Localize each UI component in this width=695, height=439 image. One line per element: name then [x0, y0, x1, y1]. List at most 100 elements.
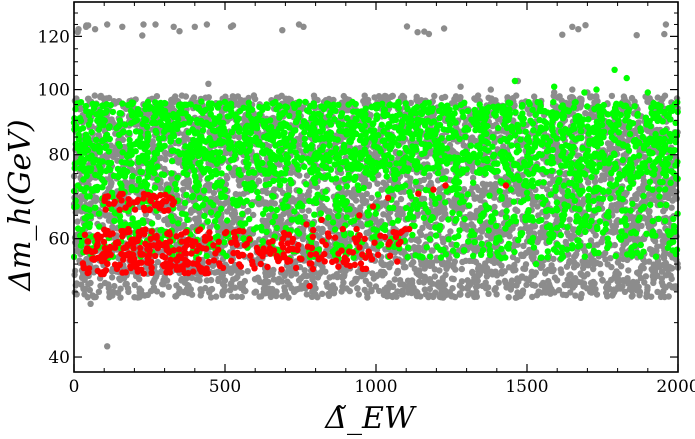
gray-point	[642, 273, 650, 280]
gray-point	[484, 284, 492, 291]
gray-point	[585, 262, 592, 269]
gray-point	[511, 261, 518, 269]
gray-point	[553, 277, 561, 284]
gray-point	[435, 283, 443, 290]
gray-point	[77, 105, 85, 113]
gray-point	[517, 292, 524, 300]
gray-point	[459, 258, 466, 266]
gray-point	[623, 189, 630, 196]
gray-point	[110, 288, 117, 295]
gray-point	[203, 277, 211, 284]
gray-point	[531, 93, 538, 100]
gray-point	[591, 178, 599, 186]
gray-point	[645, 258, 653, 265]
gray-point	[429, 112, 436, 120]
gray-point	[84, 95, 92, 103]
gray-point	[178, 275, 185, 283]
gray-point	[485, 290, 492, 297]
gray-point	[217, 218, 225, 226]
gray-point	[616, 277, 624, 284]
gray-point	[430, 293, 437, 301]
gray-point	[358, 192, 365, 199]
gray-point	[355, 291, 362, 298]
gray-point	[559, 31, 566, 38]
gray-point	[655, 173, 662, 180]
gray-point	[238, 293, 245, 301]
gray-point	[165, 221, 172, 228]
gray-point	[232, 275, 240, 282]
gray-point	[292, 270, 300, 277]
gray-point	[187, 286, 194, 293]
gray-point	[195, 218, 202, 225]
gray-point	[218, 269, 225, 277]
gray-point	[362, 198, 370, 205]
gray-point	[178, 205, 186, 213]
gray-point	[557, 266, 564, 273]
gray-point	[271, 186, 278, 193]
gray-point	[477, 234, 484, 241]
gray-point	[608, 276, 615, 284]
gray-point	[382, 199, 389, 206]
gray-point	[648, 247, 655, 254]
gray-point	[312, 285, 319, 292]
gray-point	[502, 279, 509, 286]
gray-point	[531, 223, 539, 230]
gray-point	[149, 138, 156, 145]
gray-point	[425, 30, 433, 38]
gray-point	[305, 207, 312, 214]
gray-point	[231, 94, 238, 101]
gray-point	[173, 292, 180, 299]
gray-point	[165, 283, 172, 290]
gray-point	[131, 294, 138, 301]
gray-point	[661, 92, 669, 99]
gray-point	[362, 277, 369, 284]
gray-point	[633, 32, 640, 39]
gray-point	[179, 186, 187, 193]
gray-point	[476, 270, 483, 278]
gray-point	[364, 96, 372, 104]
gray-point	[157, 268, 165, 275]
gray-point	[117, 276, 124, 284]
gray-point	[449, 293, 456, 300]
gray-point	[368, 287, 375, 295]
gray-point	[498, 268, 505, 275]
gray-point	[531, 282, 539, 289]
gray-point	[625, 267, 632, 274]
gray-point	[492, 268, 499, 275]
gray-point	[319, 227, 326, 234]
gray-point	[431, 266, 438, 273]
gray-point	[645, 190, 653, 198]
gray-point	[370, 275, 377, 282]
gray-point	[265, 278, 272, 286]
gray-point	[280, 210, 287, 218]
gray-point	[219, 289, 226, 297]
gray-point	[348, 211, 355, 218]
gray-point	[414, 289, 421, 296]
gray-point	[643, 290, 650, 297]
gray-point	[129, 167, 136, 174]
gray-point	[270, 276, 278, 283]
gray-point	[210, 189, 218, 197]
gray-point	[619, 283, 626, 290]
gray-point	[150, 279, 157, 286]
gray-point	[588, 213, 596, 220]
gray-point	[375, 287, 383, 295]
gray-point	[75, 26, 82, 33]
gray-point	[613, 228, 620, 235]
gray-point	[154, 258, 161, 266]
gray-point	[582, 22, 589, 29]
gray-point	[397, 281, 404, 288]
gray-point	[389, 283, 396, 290]
gray-point	[261, 217, 268, 225]
gray-point	[161, 165, 168, 173]
gray-point	[221, 277, 229, 284]
gray-point	[485, 94, 492, 102]
gray-point	[422, 291, 430, 298]
gray-point	[227, 281, 234, 288]
gray-point	[665, 194, 672, 202]
gray-point	[239, 284, 247, 292]
gray-point	[285, 185, 293, 192]
gray-point	[338, 288, 345, 295]
gray-point	[592, 93, 600, 101]
gray-point	[169, 104, 176, 111]
